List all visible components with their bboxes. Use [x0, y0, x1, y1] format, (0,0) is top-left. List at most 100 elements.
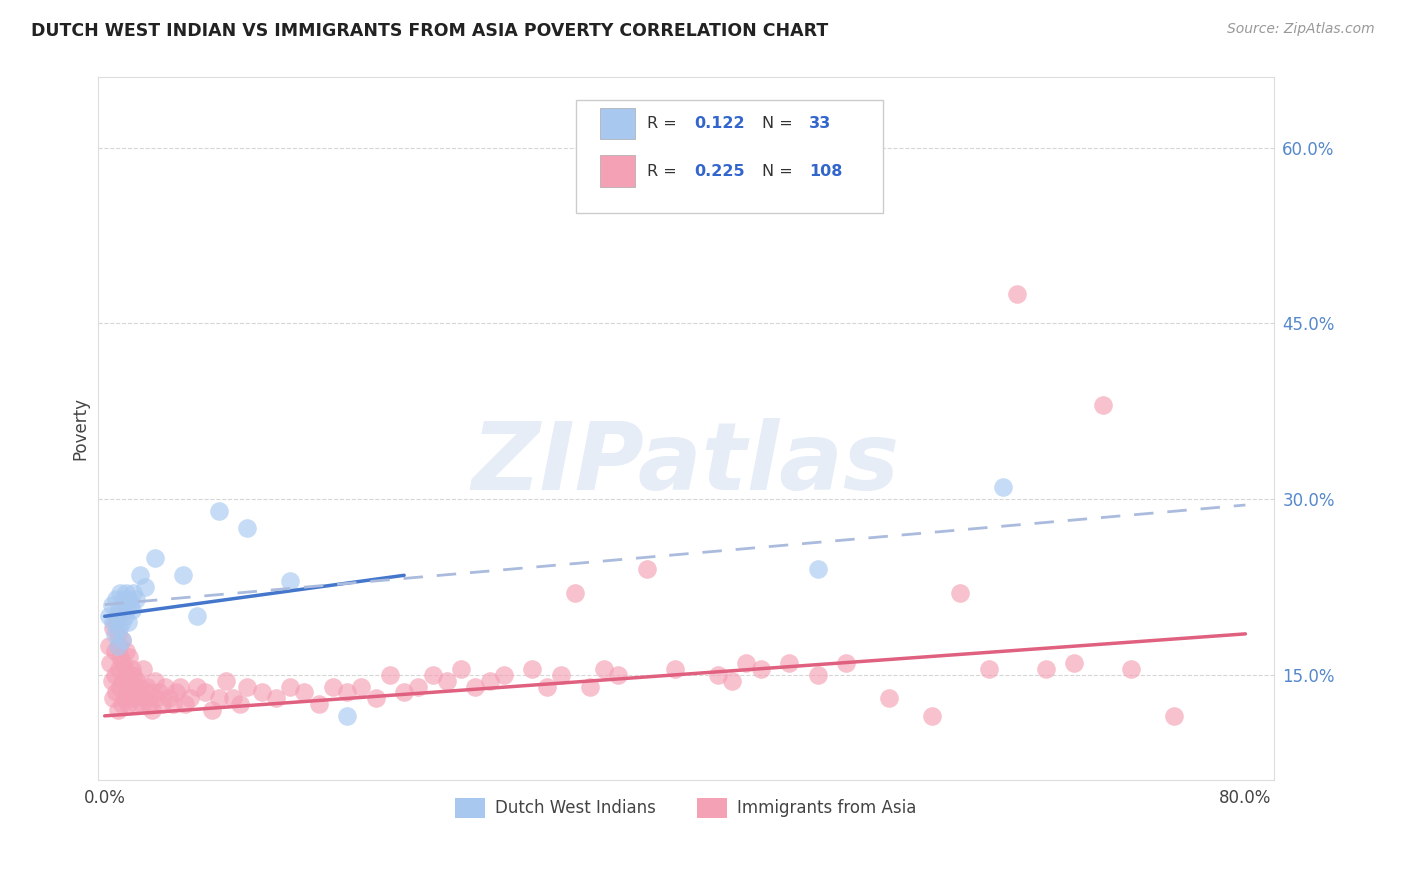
Legend: Dutch West Indians, Immigrants from Asia: Dutch West Indians, Immigrants from Asia	[449, 791, 924, 825]
Point	[141, 703, 163, 717]
Point	[125, 697, 148, 711]
Point	[122, 691, 145, 706]
Point	[120, 598, 142, 612]
Point	[364, 691, 387, 706]
Point	[108, 621, 131, 635]
Point	[278, 680, 301, 694]
Point	[250, 685, 273, 699]
Point	[464, 680, 486, 694]
Point	[179, 691, 201, 706]
Point	[229, 697, 252, 711]
Point	[977, 662, 1000, 676]
Point	[118, 591, 141, 606]
Point	[208, 691, 231, 706]
Point	[169, 680, 191, 694]
Point	[1035, 662, 1057, 676]
Point	[104, 627, 127, 641]
Point	[122, 668, 145, 682]
Point	[921, 709, 943, 723]
Point	[392, 685, 415, 699]
Point	[108, 639, 131, 653]
Point	[105, 591, 128, 606]
Point	[564, 586, 586, 600]
Point	[636, 562, 658, 576]
Point	[436, 673, 458, 688]
Point	[115, 644, 138, 658]
Point	[127, 673, 149, 688]
Point	[98, 609, 121, 624]
Point	[115, 603, 138, 617]
Point	[536, 680, 558, 694]
Point	[107, 703, 129, 717]
Point	[103, 691, 125, 706]
Point	[105, 609, 128, 624]
Point	[111, 615, 134, 629]
FancyBboxPatch shape	[600, 155, 636, 187]
Point	[492, 668, 515, 682]
Text: 33: 33	[810, 116, 831, 131]
Point	[592, 662, 614, 676]
Point	[215, 673, 238, 688]
Point	[186, 609, 208, 624]
Point	[134, 691, 156, 706]
Point	[450, 662, 472, 676]
Text: ZIPatlas: ZIPatlas	[471, 418, 900, 510]
Point	[201, 703, 224, 717]
Point	[173, 697, 195, 711]
Point	[114, 609, 136, 624]
Point	[104, 644, 127, 658]
Point	[478, 673, 501, 688]
Point	[121, 603, 143, 617]
Point	[118, 650, 141, 665]
Point	[103, 615, 125, 629]
Point	[108, 603, 131, 617]
Point	[378, 668, 401, 682]
Point	[131, 697, 153, 711]
Point	[115, 680, 138, 694]
Point	[1163, 709, 1185, 723]
Point	[112, 591, 135, 606]
Point	[105, 615, 128, 629]
Point	[134, 580, 156, 594]
Point	[122, 586, 145, 600]
Text: DUTCH WEST INDIAN VS IMMIGRANTS FROM ASIA POVERTY CORRELATION CHART: DUTCH WEST INDIAN VS IMMIGRANTS FROM ASI…	[31, 22, 828, 40]
Point	[835, 656, 858, 670]
Point	[157, 691, 180, 706]
Point	[138, 697, 160, 711]
Point	[110, 650, 132, 665]
Point	[1007, 287, 1029, 301]
Point	[103, 621, 125, 635]
FancyBboxPatch shape	[576, 100, 883, 213]
Point	[692, 169, 714, 184]
FancyBboxPatch shape	[600, 108, 636, 139]
Point	[153, 680, 176, 694]
Point	[778, 656, 800, 670]
Point	[550, 668, 572, 682]
Point	[107, 639, 129, 653]
Point	[117, 697, 139, 711]
Point	[111, 632, 134, 647]
Point	[121, 662, 143, 676]
Point	[807, 562, 830, 576]
Point	[105, 685, 128, 699]
Point	[120, 673, 142, 688]
Point	[120, 685, 142, 699]
Point	[264, 691, 287, 706]
Point	[949, 586, 972, 600]
Point	[1063, 656, 1085, 670]
Point	[735, 656, 758, 670]
Point	[107, 627, 129, 641]
Text: N =: N =	[762, 116, 799, 131]
Point	[101, 598, 124, 612]
Point	[707, 668, 730, 682]
Point	[336, 685, 359, 699]
Point	[208, 504, 231, 518]
Point	[114, 691, 136, 706]
Point	[193, 685, 215, 699]
Point	[110, 680, 132, 694]
Point	[98, 639, 121, 653]
Point	[172, 568, 194, 582]
Point	[336, 709, 359, 723]
Point	[108, 662, 131, 676]
Point	[139, 685, 162, 699]
